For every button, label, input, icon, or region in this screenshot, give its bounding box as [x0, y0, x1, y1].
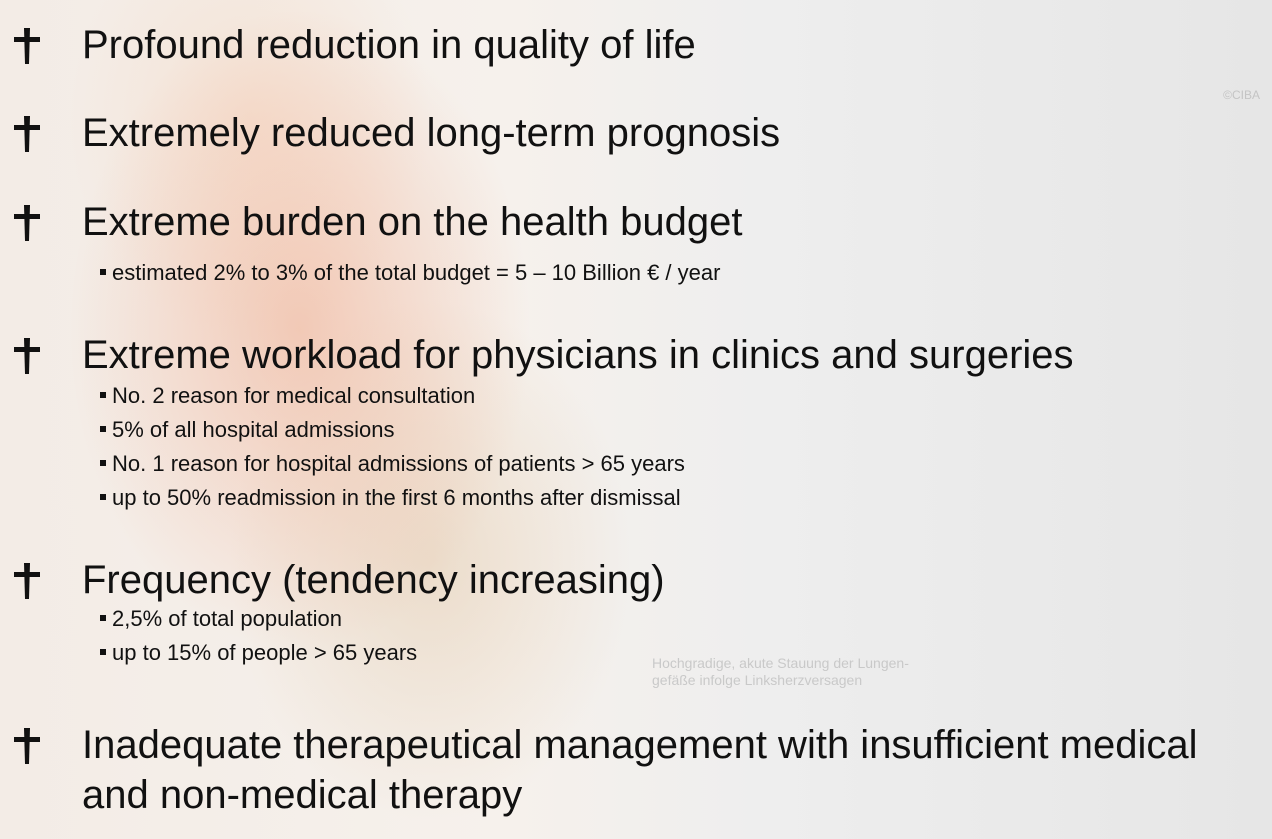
- subitem: No. 1 reason for hospital admissions of …: [100, 451, 685, 477]
- cross-bullet: [14, 563, 40, 599]
- subitem: No. 2 reason for medical consultation: [100, 383, 475, 409]
- subitem: up to 50% readmission in the first 6 mon…: [100, 485, 681, 511]
- cross-bullet: [14, 28, 40, 64]
- subitem: estimated 2% to 3% of the total budget =…: [100, 260, 720, 286]
- heading: Profound reduction in quality of life: [82, 23, 696, 67]
- caption-line: gefäße infolge Linksherzversagen: [652, 672, 863, 688]
- subitem: 5% of all hospital admissions: [100, 417, 394, 443]
- heading: Extreme workload for physicians in clini…: [82, 333, 1074, 377]
- heading: Extreme burden on the health budget: [82, 200, 743, 244]
- cross-bullet: [14, 338, 40, 374]
- subitem: up to 15% of people > 65 years: [100, 640, 417, 666]
- heading: Frequency (tendency increasing): [82, 558, 665, 602]
- caption-line: Hochgradige, akute Stauung der Lungen-: [652, 655, 909, 671]
- cross-bullet: [14, 205, 40, 241]
- caption: Hochgradige, akute Stauung der Lungen- g…: [652, 655, 909, 689]
- heading: Extremely reduced long-term prognosis: [82, 111, 781, 155]
- subitem: 2,5% of total population: [100, 606, 342, 632]
- cross-bullet: [14, 728, 40, 764]
- heading: Inadequate therapeutical management with…: [82, 723, 1198, 817]
- copyright: ©CIBA: [1223, 88, 1260, 102]
- cross-bullet: [14, 116, 40, 152]
